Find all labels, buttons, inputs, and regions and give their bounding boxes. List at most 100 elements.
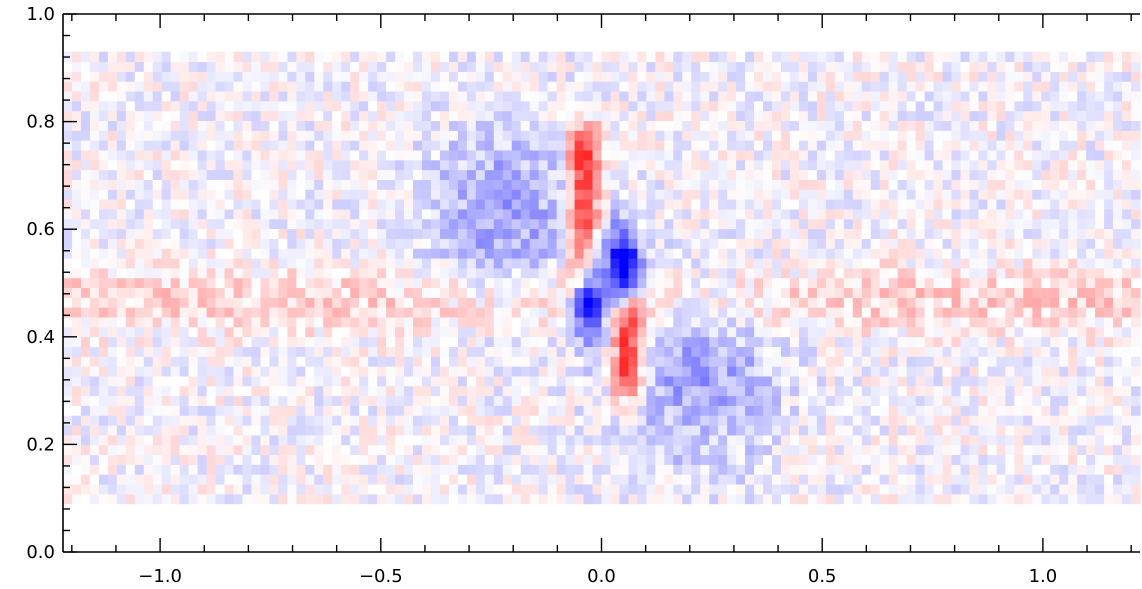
heatmap-cell <box>870 356 881 367</box>
heatmap-cell <box>727 130 737 141</box>
heatmap-cell <box>161 248 172 259</box>
heatmap-cell <box>960 100 971 112</box>
heatmap-cell <box>1023 287 1033 298</box>
heatmap-cell <box>143 356 154 367</box>
heatmap-cell <box>655 444 665 456</box>
heatmap-cell <box>897 100 908 112</box>
heatmap-cell <box>1077 307 1087 318</box>
heatmap-cell <box>251 405 262 416</box>
heatmap-cell <box>718 179 728 190</box>
heatmap-cell <box>718 140 728 151</box>
heatmap-cell <box>960 189 971 200</box>
heatmap-cell <box>1023 257 1033 269</box>
heatmap-cell <box>709 464 719 475</box>
heatmap-cell <box>89 385 100 397</box>
heatmap-cell <box>781 366 791 377</box>
heatmap-cell <box>942 307 953 318</box>
heatmap-cell <box>233 140 244 151</box>
heatmap-cell <box>1059 434 1069 446</box>
heatmap-cell <box>439 140 450 151</box>
heatmap-cell <box>807 257 818 269</box>
heatmap-cell <box>996 424 1006 436</box>
heatmap-cell <box>161 366 172 377</box>
heatmap-cell <box>448 424 459 436</box>
heatmap-cell <box>897 326 908 338</box>
heatmap-cell <box>341 434 351 446</box>
heatmap-cell <box>359 238 369 249</box>
heatmap-cell <box>287 336 297 347</box>
heatmap-cell <box>745 277 755 289</box>
heatmap-cell <box>556 100 567 112</box>
heatmap-cell <box>152 238 163 249</box>
heatmap-cell <box>413 346 423 357</box>
heatmap-cell <box>1014 208 1024 220</box>
heatmap-cell <box>709 444 719 456</box>
heatmap-cell <box>422 267 432 279</box>
heatmap-cell <box>781 199 791 210</box>
heatmap-cell <box>700 149 710 161</box>
heatmap-cell <box>475 257 486 269</box>
heatmap-cell <box>511 267 522 279</box>
heatmap-cell <box>852 277 863 289</box>
heatmap-cell <box>1122 434 1132 446</box>
heatmap-cell <box>574 336 585 347</box>
heatmap-cell <box>646 90 656 102</box>
heatmap-cell <box>915 159 926 171</box>
heatmap-cell <box>430 336 441 347</box>
heatmap-cell <box>691 267 701 279</box>
heatmap-cell <box>619 346 630 357</box>
heatmap-cell <box>305 159 315 171</box>
heatmap-cell <box>565 464 576 475</box>
heatmap-cell <box>781 277 791 289</box>
heatmap-cell <box>924 267 935 279</box>
heatmap-cell <box>1131 366 1141 377</box>
heatmap-cell <box>439 454 450 465</box>
heatmap-cell <box>1059 228 1069 239</box>
heatmap-cell <box>251 140 262 151</box>
heatmap-cell <box>1131 434 1141 446</box>
heatmap-cell <box>1050 356 1060 367</box>
heatmap-cell <box>691 307 701 318</box>
heatmap-cell <box>341 385 351 397</box>
heatmap-cell <box>745 366 755 377</box>
heatmap-cell <box>233 366 244 377</box>
heatmap-cell <box>134 415 145 426</box>
heatmap-cell <box>1077 100 1087 112</box>
heatmap-cell <box>987 375 997 387</box>
heatmap-cell <box>969 434 980 446</box>
heatmap-cell <box>278 307 288 318</box>
heatmap-cell <box>870 474 881 485</box>
heatmap-cell <box>807 149 818 161</box>
heatmap-cell <box>1041 336 1051 347</box>
heatmap-cell <box>332 248 342 259</box>
heatmap-cell <box>323 474 333 485</box>
heatmap-cell <box>251 474 262 485</box>
heatmap-cell <box>583 493 594 505</box>
heatmap-cell <box>413 356 423 367</box>
heatmap-cell <box>359 385 369 397</box>
heatmap-cell <box>1032 257 1042 269</box>
heatmap-cell <box>116 493 127 505</box>
heatmap-cell <box>305 120 315 131</box>
heatmap-cell <box>1095 179 1105 190</box>
heatmap-cell <box>960 179 971 190</box>
heatmap-cell <box>996 356 1006 367</box>
heatmap-cell <box>1032 179 1042 190</box>
heatmap-cell <box>341 140 351 151</box>
heatmap-cell <box>906 169 917 180</box>
heatmap-cell <box>763 257 773 269</box>
heatmap-cell <box>341 346 351 357</box>
heatmap-cell <box>413 110 423 122</box>
heatmap-cell <box>843 238 854 249</box>
heatmap-cell <box>359 375 369 387</box>
heatmap-cell <box>188 434 199 446</box>
heatmap-cell <box>861 385 872 397</box>
heatmap-cell <box>368 336 378 347</box>
heatmap-cell <box>197 159 208 171</box>
heatmap-cell <box>664 297 674 308</box>
heatmap-cell <box>951 326 962 338</box>
heatmap-cell <box>619 257 630 269</box>
heatmap-cell <box>924 120 935 131</box>
heatmap-cell <box>601 120 612 131</box>
heatmap-cell <box>879 434 890 446</box>
